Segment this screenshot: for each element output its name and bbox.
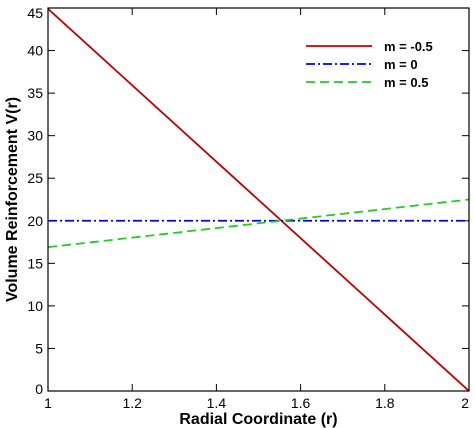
legend-label: m = 0.5 bbox=[384, 75, 428, 90]
y-tick-label: 0 bbox=[35, 381, 43, 397]
series-lines bbox=[47, 8, 470, 392]
series-line-dashed bbox=[47, 198, 470, 249]
x-tick-label: 2 bbox=[461, 395, 469, 411]
legend-label: m = -0.5 bbox=[384, 39, 433, 54]
x-tick-label: 1.2 bbox=[122, 395, 142, 411]
legend-label: m = 0 bbox=[384, 57, 418, 72]
x-tick-label: 1.6 bbox=[291, 395, 311, 411]
y-tick-label: 5 bbox=[35, 340, 43, 356]
y-tick-label: 10 bbox=[27, 298, 43, 314]
y-tick-label: 30 bbox=[27, 128, 43, 144]
legend: m = -0.5 m = 0 m = 0.5 bbox=[306, 39, 433, 90]
x-tick-label: 1 bbox=[44, 395, 52, 411]
series-line-solid bbox=[47, 8, 470, 392]
plot-frame bbox=[47, 7, 470, 392]
y-tick-label: 40 bbox=[27, 43, 43, 59]
x-axis-title: Radial Coordinate (r) bbox=[179, 411, 337, 428]
y-tick-label: 20 bbox=[27, 213, 43, 229]
x-tick-label: 1.4 bbox=[207, 395, 227, 411]
y-tick-label: 45 bbox=[27, 5, 43, 21]
y-tick-label: 35 bbox=[27, 85, 43, 101]
y-tick-label: 15 bbox=[27, 255, 43, 271]
y-tick-label: 25 bbox=[27, 170, 43, 186]
y-axis-title: Volume Reinforcement V(r) bbox=[4, 97, 21, 302]
x-tick-label: 1.8 bbox=[375, 395, 395, 411]
